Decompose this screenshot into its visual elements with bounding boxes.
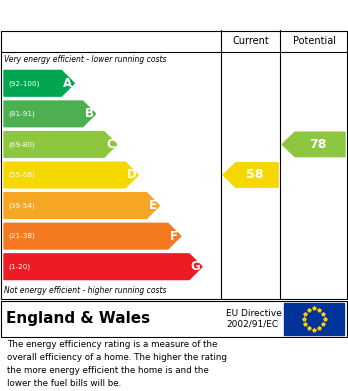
- Text: 78: 78: [309, 138, 326, 151]
- Text: (92-100): (92-100): [8, 80, 39, 86]
- Text: (55-68): (55-68): [8, 172, 35, 178]
- Bar: [284, 303, 344, 335]
- Text: (21-38): (21-38): [8, 233, 35, 239]
- Text: G: G: [191, 260, 200, 273]
- Text: F: F: [171, 230, 179, 243]
- Text: (81-91): (81-91): [8, 111, 35, 117]
- Text: 58: 58: [246, 169, 263, 181]
- Text: The energy efficiency rating is a measure of the
overall efficiency of a home. T: The energy efficiency rating is a measur…: [7, 340, 227, 387]
- Polygon shape: [4, 223, 181, 249]
- Polygon shape: [4, 193, 159, 219]
- Text: Potential: Potential: [293, 36, 335, 46]
- Text: B: B: [85, 108, 94, 120]
- Polygon shape: [4, 101, 96, 127]
- Text: A: A: [63, 77, 72, 90]
- Text: E: E: [149, 199, 157, 212]
- Text: C: C: [106, 138, 115, 151]
- Polygon shape: [282, 132, 345, 157]
- Text: Energy Efficiency Rating: Energy Efficiency Rating: [69, 7, 279, 23]
- Polygon shape: [4, 254, 202, 280]
- Text: (39-54): (39-54): [8, 202, 35, 209]
- Text: D: D: [127, 169, 137, 181]
- Text: Current: Current: [232, 36, 269, 46]
- Text: Not energy efficient - higher running costs: Not energy efficient - higher running co…: [4, 286, 166, 295]
- Text: EU Directive
2002/91/EC: EU Directive 2002/91/EC: [226, 309, 282, 329]
- Text: England & Wales: England & Wales: [6, 312, 150, 326]
- Text: Very energy efficient - lower running costs: Very energy efficient - lower running co…: [4, 55, 166, 64]
- Polygon shape: [4, 162, 138, 188]
- Polygon shape: [4, 70, 74, 96]
- Polygon shape: [4, 132, 117, 157]
- Text: (1-20): (1-20): [8, 264, 30, 270]
- Text: (69-80): (69-80): [8, 141, 35, 148]
- Polygon shape: [223, 163, 278, 187]
